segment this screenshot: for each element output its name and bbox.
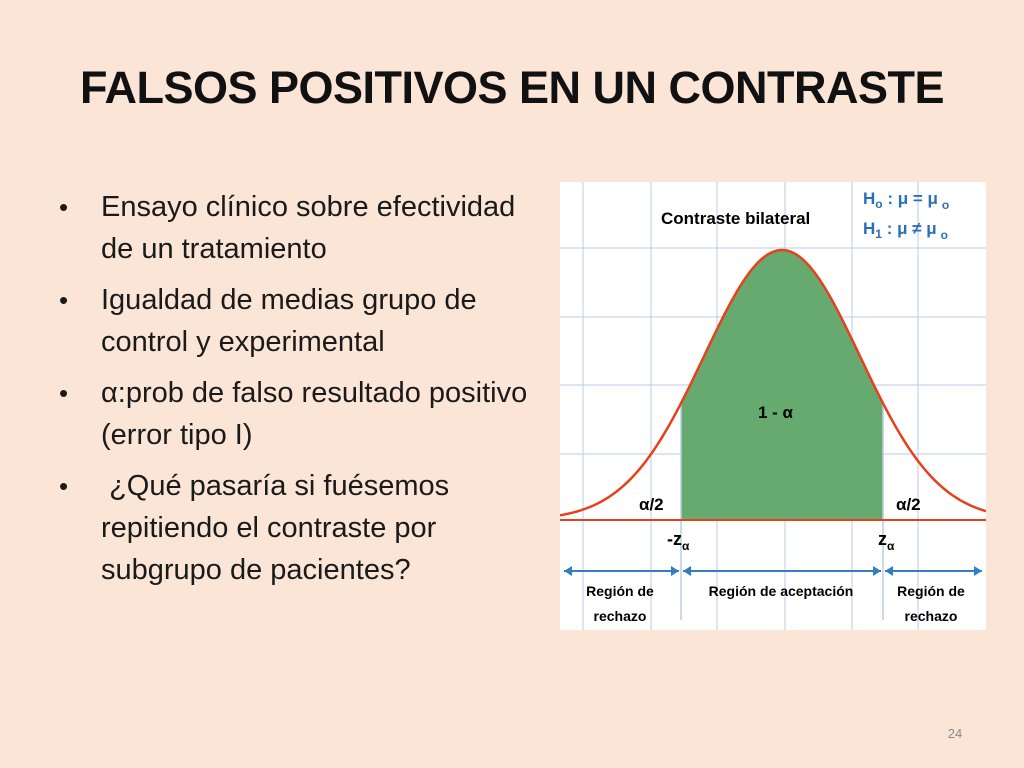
acceptance-area xyxy=(680,249,884,521)
page-number: 24 xyxy=(947,726,963,741)
bullet-item: • Ensayo clínico sobre efectividad de un … xyxy=(56,186,538,270)
bullet-text: Ensayo clínico sobre efectividad de un t… xyxy=(101,191,516,265)
h1-expr: : μ ≠ μ xyxy=(882,219,937,238)
region-arrows xyxy=(564,566,982,576)
bullet-item: • Igualdad de medias grupo de control y e… xyxy=(56,279,538,363)
hypothesis-alt: H1 : μ ≠ μ o xyxy=(863,219,948,242)
right-tail-label: α/2 xyxy=(896,495,921,514)
h1-tail-sub: o xyxy=(941,228,948,242)
bullet-dot: • xyxy=(59,192,69,222)
arrow-head xyxy=(671,566,679,576)
left-critical-value: -zα xyxy=(667,529,690,553)
left-tail-label: α/2 xyxy=(639,495,664,514)
center-area-label: 1 - α xyxy=(758,403,794,422)
h0-sub: o xyxy=(875,197,882,211)
arrow-head xyxy=(885,566,893,576)
bullet-text: α:prob de falso resultado positivo (erro… xyxy=(101,377,528,451)
left-crit-main: -z xyxy=(667,529,682,549)
right-crit-sub: α xyxy=(887,539,895,553)
bullet-text: ¿Qué pasaría si fuésemos repitiendo el c… xyxy=(101,470,458,586)
right-region-line1: Región de xyxy=(897,583,965,599)
arrow-head xyxy=(974,566,982,576)
left-region-line2: rechazo xyxy=(594,608,647,624)
slide-title: FALSOS POSITIVOS EN UN CONTRASTE xyxy=(79,62,945,113)
h0-tail-sub: o xyxy=(942,198,949,212)
figure-title: Contraste bilateral xyxy=(661,209,810,228)
bullet-dot: • xyxy=(59,285,69,315)
bullet-dot: • xyxy=(59,378,69,408)
h1-letter: H xyxy=(863,219,875,238)
h1-sub: 1 xyxy=(875,227,882,241)
bullet-item: • α:prob de falso resultado positivo (err… xyxy=(56,372,538,456)
bullet-list: • Ensayo clínico sobre efectividad de un … xyxy=(56,186,538,600)
h0-letter: H xyxy=(863,189,875,208)
right-crit-main: z xyxy=(878,529,887,549)
normal-curve xyxy=(560,248,986,517)
left-region-line1: Región de xyxy=(586,583,654,599)
arrow-head xyxy=(564,566,572,576)
bullet-dot: • xyxy=(59,471,69,501)
right-region-line2: rechazo xyxy=(905,608,958,624)
left-crit-sub: α xyxy=(682,539,690,553)
h0-expr: : μ = μ xyxy=(883,189,938,208)
arrow-head xyxy=(873,566,881,576)
arrow-head xyxy=(683,566,691,576)
center-region-label: Región de aceptación xyxy=(709,583,854,599)
bullet-item: • ¿Qué pasaría si fuésemos repitiendo el… xyxy=(56,465,538,591)
right-critical-value: zα xyxy=(878,529,895,553)
bullet-text: Igualdad de medias grupo de control y ex… xyxy=(101,284,477,358)
